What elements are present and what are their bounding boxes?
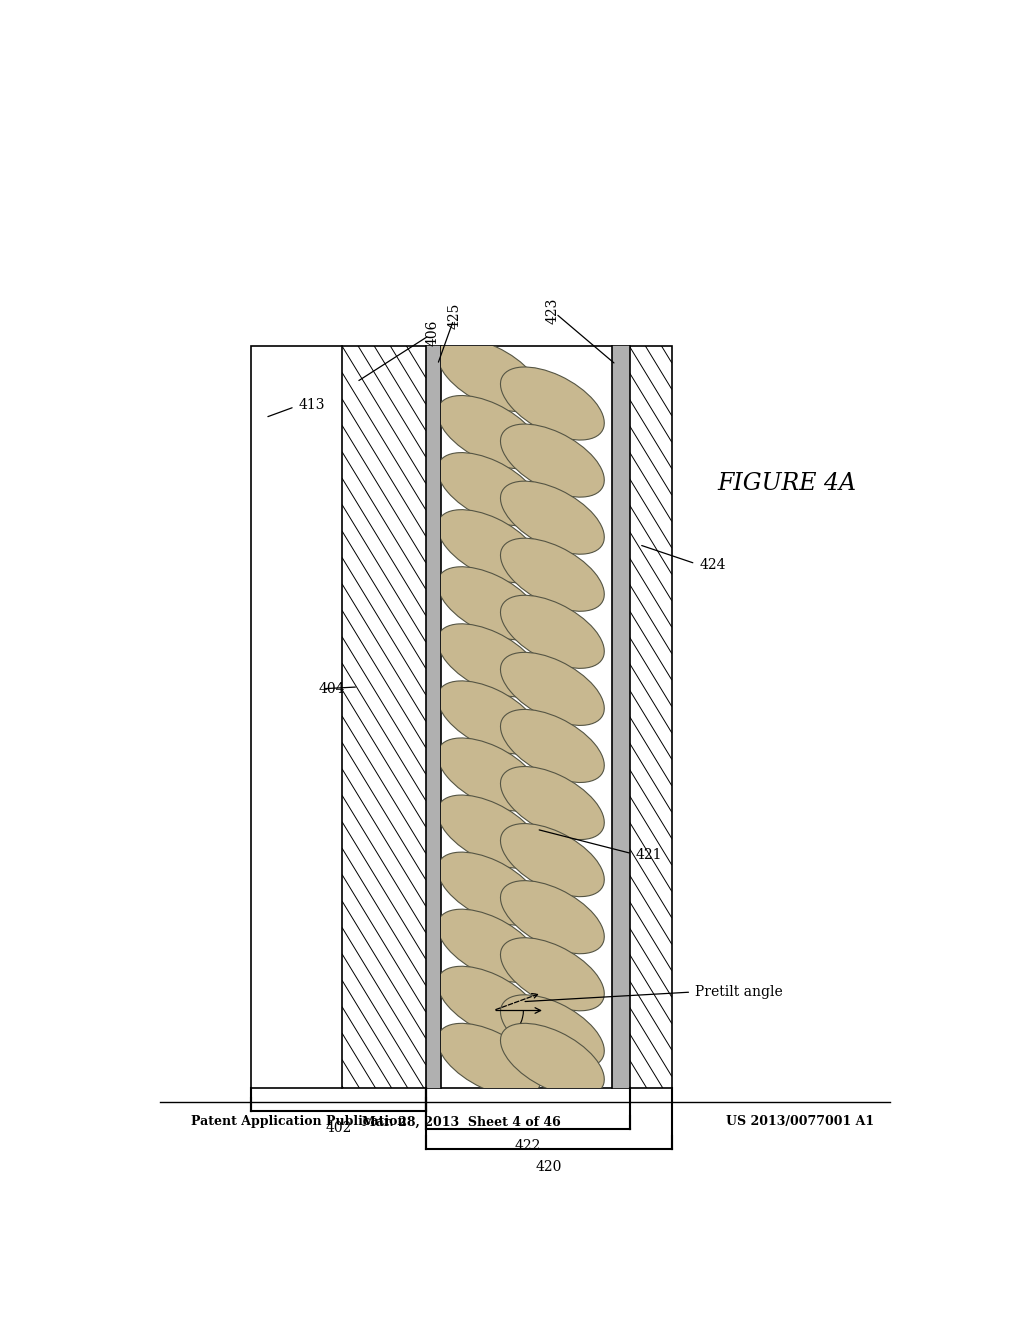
Ellipse shape <box>501 824 604 896</box>
Ellipse shape <box>437 909 541 982</box>
Ellipse shape <box>501 539 604 611</box>
Ellipse shape <box>501 880 604 954</box>
Text: 421: 421 <box>636 847 663 862</box>
Ellipse shape <box>501 995 604 1068</box>
Text: 402: 402 <box>325 1121 351 1135</box>
Ellipse shape <box>437 1023 541 1097</box>
Ellipse shape <box>501 709 604 783</box>
Text: 425: 425 <box>447 302 462 329</box>
Ellipse shape <box>437 566 541 640</box>
Text: Pretilt angle: Pretilt angle <box>695 985 783 999</box>
Ellipse shape <box>437 738 541 810</box>
Ellipse shape <box>437 338 541 412</box>
Text: 404: 404 <box>318 682 345 696</box>
Text: 420: 420 <box>536 1159 562 1173</box>
Text: FIGURE 4A: FIGURE 4A <box>717 473 856 495</box>
Ellipse shape <box>501 767 604 840</box>
Text: 423: 423 <box>546 298 559 323</box>
Ellipse shape <box>437 624 541 697</box>
Text: 406: 406 <box>426 319 439 346</box>
Text: 424: 424 <box>699 558 726 572</box>
Ellipse shape <box>501 424 604 498</box>
Text: US 2013/0077001 A1: US 2013/0077001 A1 <box>726 1115 873 1129</box>
Ellipse shape <box>437 853 541 925</box>
Ellipse shape <box>501 595 604 668</box>
Text: 413: 413 <box>299 399 326 412</box>
Bar <box>426 346 441 1089</box>
Ellipse shape <box>501 480 604 554</box>
Ellipse shape <box>437 681 541 754</box>
Ellipse shape <box>437 453 541 525</box>
Bar <box>612 346 630 1089</box>
Ellipse shape <box>437 966 541 1039</box>
Text: Mar. 28, 2013  Sheet 4 of 46: Mar. 28, 2013 Sheet 4 of 46 <box>361 1115 561 1129</box>
Ellipse shape <box>437 396 541 469</box>
Ellipse shape <box>501 1023 604 1097</box>
Ellipse shape <box>437 510 541 582</box>
Bar <box>251 346 672 1089</box>
Ellipse shape <box>437 795 541 869</box>
Ellipse shape <box>501 367 604 440</box>
Ellipse shape <box>501 937 604 1011</box>
Text: 422: 422 <box>514 1139 541 1154</box>
Ellipse shape <box>501 652 604 726</box>
Text: Patent Application Publication: Patent Application Publication <box>191 1115 407 1129</box>
